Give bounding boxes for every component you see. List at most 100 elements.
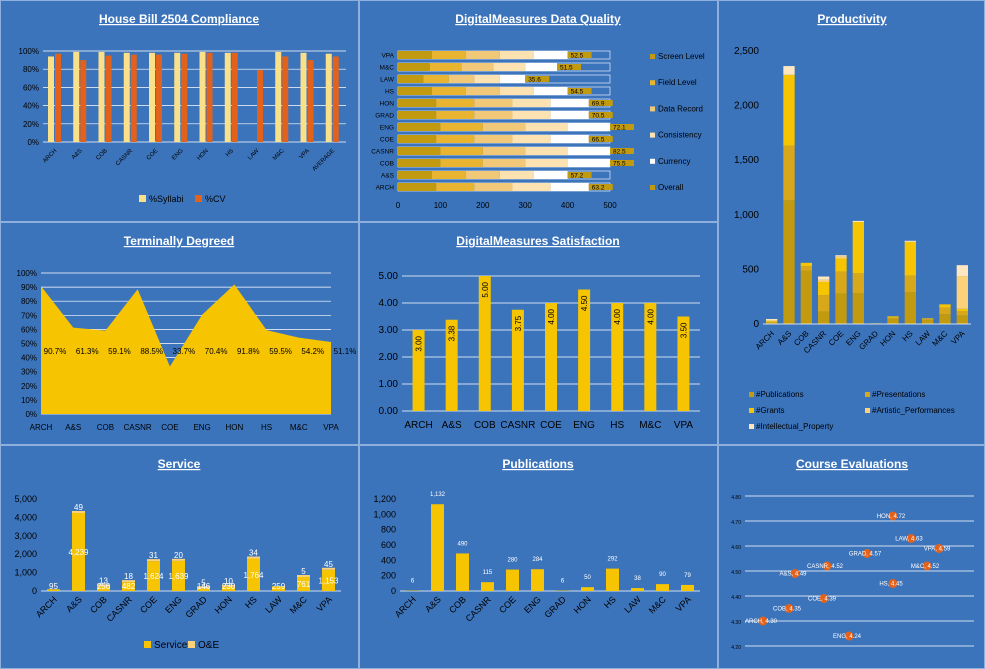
legend-swatch [650,185,655,190]
data-label: 3.50 [679,322,688,338]
data-label: 3.38 [448,325,457,341]
data-label-oe: 20 [174,551,183,560]
bar-cv [80,60,87,142]
stacked-segment [922,318,934,320]
scatter-point [934,544,944,553]
y-tick-label: GRAD [375,113,394,120]
terminal-panel: Terminally Degreed 0% 10% 20% 30% 40% 50% 60% 70… [0,222,359,445]
y-tick-label: 90% [21,283,37,292]
courseeval-panel: Course Evaluations 4.20 4.30 4.40 4.50 4.60 4.… [718,445,985,669]
legend-swatch [650,158,655,164]
bar [681,584,694,591]
bar [431,504,444,591]
stacked-segment [852,222,864,274]
stacked-segment [852,273,864,293]
x-tick-label: GRAD [857,329,880,352]
stacked-segment [474,75,500,83]
bar [531,569,544,591]
chart-title: DigitalMeasures Satisfaction [456,234,619,248]
stacked-segment [904,275,916,293]
x-tick-label: HS [602,594,618,610]
legend-label: Currency [658,157,690,166]
overall-label: 52.5 [571,53,584,60]
data-label-oe: 31 [149,551,158,560]
legend-label: Consistency [658,131,702,140]
data-label-oe: 34 [249,549,258,558]
stacked-segment [499,87,534,95]
data-label: 59.1% [108,347,131,356]
y-tick-label: 4.50 [731,570,741,576]
y-tick-label: M&C [380,65,395,72]
x-tick-label: ARCH [42,148,58,164]
stacked-segment [398,171,432,179]
x-tick-label: CASNR [124,423,152,432]
stacked-segment [887,317,899,319]
bar [445,319,458,411]
stacked-segment [818,311,830,324]
legend-swatch [144,641,151,648]
data-label: 490 [457,541,468,547]
data-label-service: 1,153 [318,576,339,585]
y-tick-label: 1,200 [373,494,396,504]
overall-bar [567,88,592,94]
x-tick-label: M&C [290,423,308,432]
x-tick-label: M&C [930,329,949,348]
stacked-segment [835,255,847,257]
x-tick-label: ARCH [34,594,59,619]
data-label: 54.2% [301,347,324,356]
stacked-segment [766,320,778,322]
x-tick-label: M&C [272,148,286,162]
stacked-segment [766,318,778,321]
data-label: 4.50 [580,295,589,311]
y-tick-label: 1,000 [373,509,396,519]
legend-swatch [195,195,202,202]
bar-cv [105,55,112,142]
point-label: LAW, 4.63 [895,537,923,543]
data-label-service: 146 [197,582,211,591]
point-label: HON, 4.72 [877,514,906,520]
stacked-segment [398,99,437,107]
x-tick-label: 0 [396,201,401,210]
x-tick-label: COB [95,148,108,161]
overall-bar [610,148,634,154]
x-tick-label: COE [540,420,562,431]
stacked-segment [956,315,968,324]
stacked-segment [783,66,795,75]
legend-label: %CV [205,194,226,204]
y-tick-label: 1,000 [14,568,37,578]
x-tick-label: GRAD [542,594,568,620]
overall-label: 35.6 [528,77,541,84]
x-tick-label: 100 [434,201,448,210]
data-label: 3.75 [514,315,523,331]
legend-label: %Syllabi [149,194,184,204]
x-tick-label: VPA [674,594,693,613]
point-label: ENG, 4.24 [833,634,862,640]
data-label-service: 761 [297,580,311,589]
scatter-point [784,604,794,613]
stacked-segment [904,292,916,324]
legend-label: Screen Level [658,52,705,61]
legend-swatch [749,408,754,413]
bar [478,276,491,411]
data-label: 90 [659,572,666,578]
x-tick-label: ARCH [30,423,53,432]
x-tick-label: VPA [323,423,339,432]
stacked-segment [852,220,864,223]
stacked-segment [956,265,968,277]
stacked-segment [852,292,864,324]
bar-cv [55,53,61,143]
bar [578,289,591,411]
stacked-segment [423,75,449,83]
y-tick-label: HON [380,101,395,108]
scatter-point [888,579,898,588]
bar-oe [322,567,335,570]
point-label: COB, 4.35 [773,607,802,613]
stacked-segment [887,318,899,324]
x-tick-label: COE [138,594,159,615]
data-label-service: 1,624 [143,572,164,581]
legend-label: O&E [198,640,219,651]
bar-service [322,569,335,591]
overall-label: 75.5 [613,161,626,168]
x-tick-label: HON [213,594,234,615]
stacked-segment [783,74,795,146]
